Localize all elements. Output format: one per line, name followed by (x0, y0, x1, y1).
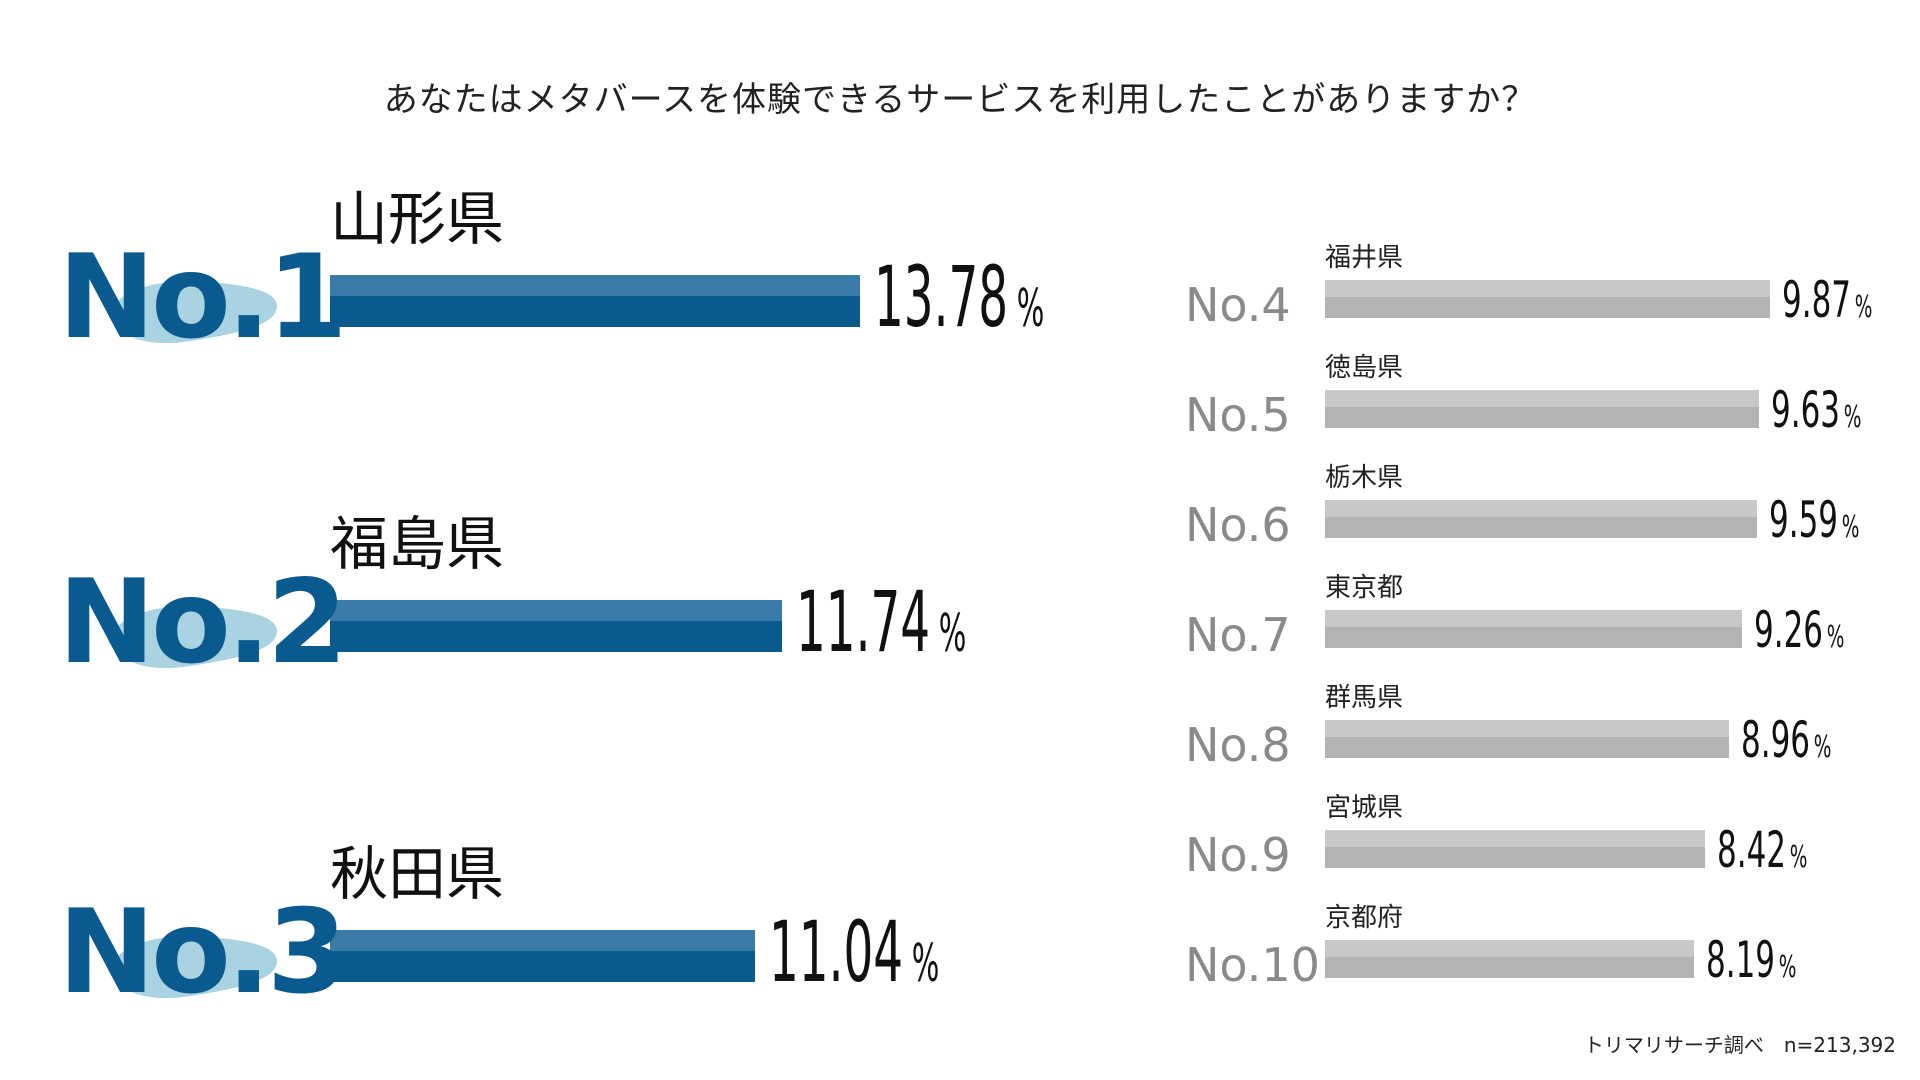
rank-item: 福井県 No.4 9.87% (1185, 245, 1905, 345)
rank-splash (100, 275, 285, 347)
rank-item: 群馬県 No.8 8.96% (1185, 685, 1905, 785)
rank-label: No.1 (58, 230, 348, 365)
percent-sign: % (1827, 620, 1845, 655)
bar (1325, 720, 1729, 758)
value-number: 9.26 (1754, 601, 1824, 659)
rank-label: No.6 (1185, 498, 1291, 552)
rank-label: No.9 (1185, 828, 1291, 882)
top-rank-item: No.2 福島県 11.74% (0, 515, 1150, 715)
value-label: 9.59% (1769, 495, 1859, 545)
rank-item: 徳島県 No.5 9.63% (1185, 355, 1905, 455)
value-label: 13.78% (874, 255, 1044, 339)
bar (330, 275, 860, 327)
percent-sign: % (938, 604, 966, 664)
prefecture-label: 福井県 (1325, 243, 1404, 273)
rank-splash (100, 930, 285, 1002)
rank-label: No.5 (1185, 388, 1291, 442)
prefecture-label: 京都府 (1325, 903, 1404, 933)
value-number: 11.04 (768, 903, 903, 1001)
rank-label: No.2 (58, 555, 348, 690)
value-number: 9.59 (1769, 491, 1839, 549)
prefecture-label: 宮城県 (1325, 793, 1404, 823)
value-label: 9.63% (1771, 385, 1861, 435)
top-rank-item: No.1 山形県 13.78% (0, 190, 1150, 390)
prefecture-label: 東京都 (1325, 573, 1404, 603)
prefecture-label: 福島県 (330, 510, 505, 578)
value-number: 9.63 (1771, 381, 1841, 439)
rank-item: 栃木県 No.6 9.59% (1185, 465, 1905, 565)
value-number: 8.19 (1706, 931, 1776, 989)
percent-sign: % (1843, 400, 1862, 435)
rank-label: No.7 (1185, 608, 1291, 662)
percent-sign: % (911, 934, 939, 994)
bar (330, 930, 755, 982)
prefecture-label: 秋田県 (330, 840, 505, 908)
value-label: 8.19% (1706, 935, 1796, 985)
rank-splash (100, 600, 285, 672)
value-number: 8.42 (1716, 821, 1786, 879)
rank-label: No.8 (1185, 718, 1291, 772)
bar (1325, 610, 1743, 648)
prefecture-label: 栃木県 (1325, 463, 1404, 493)
bar (1325, 830, 1705, 868)
bar (330, 600, 782, 652)
bar (1325, 500, 1758, 538)
rank-item: 宮城県 No.9 8.42% (1185, 795, 1905, 895)
value-label: 11.74% (796, 580, 966, 664)
top-rank-item: No.3 秋田県 11.04% (0, 845, 1150, 1045)
value-label: 9.87% (1782, 275, 1872, 325)
percent-sign: % (1813, 730, 1832, 765)
rank-label: No.3 (58, 885, 348, 1020)
rank-label: No.4 (1185, 278, 1291, 332)
percent-sign: % (1778, 950, 1797, 985)
value-label: 9.26% (1754, 605, 1844, 655)
value-number: 11.74 (795, 573, 930, 671)
bar (1325, 390, 1760, 428)
percent-sign: % (1854, 290, 1873, 325)
rank-item: 東京都 No.7 9.26% (1185, 575, 1905, 675)
bar (1325, 280, 1770, 318)
value-number: 8.96 (1740, 711, 1810, 769)
percent-sign: % (1842, 510, 1860, 545)
value-number: 13.78 (874, 248, 1009, 346)
chart-title: あなたはメタバースを体験できるサービスを利用したことがありますか？ (383, 80, 1537, 120)
value-label: 8.96% (1741, 715, 1831, 765)
rank-item: 京都府 No.10 8.19% (1185, 905, 1905, 1005)
rank-label: No.10 (1185, 938, 1320, 992)
value-label: 8.42% (1717, 825, 1807, 875)
prefecture-label: 群馬県 (1325, 683, 1404, 713)
percent-sign: % (1016, 279, 1045, 339)
percent-sign: % (1789, 840, 1808, 875)
source-note: トリマリサーチ調べ n=213,392 (1583, 1033, 1896, 1057)
prefecture-label: 山形県 (330, 185, 505, 253)
prefecture-label: 徳島県 (1325, 353, 1404, 383)
value-label: 11.04% (769, 910, 939, 994)
bar (1325, 940, 1695, 978)
value-number: 9.87 (1782, 271, 1852, 329)
